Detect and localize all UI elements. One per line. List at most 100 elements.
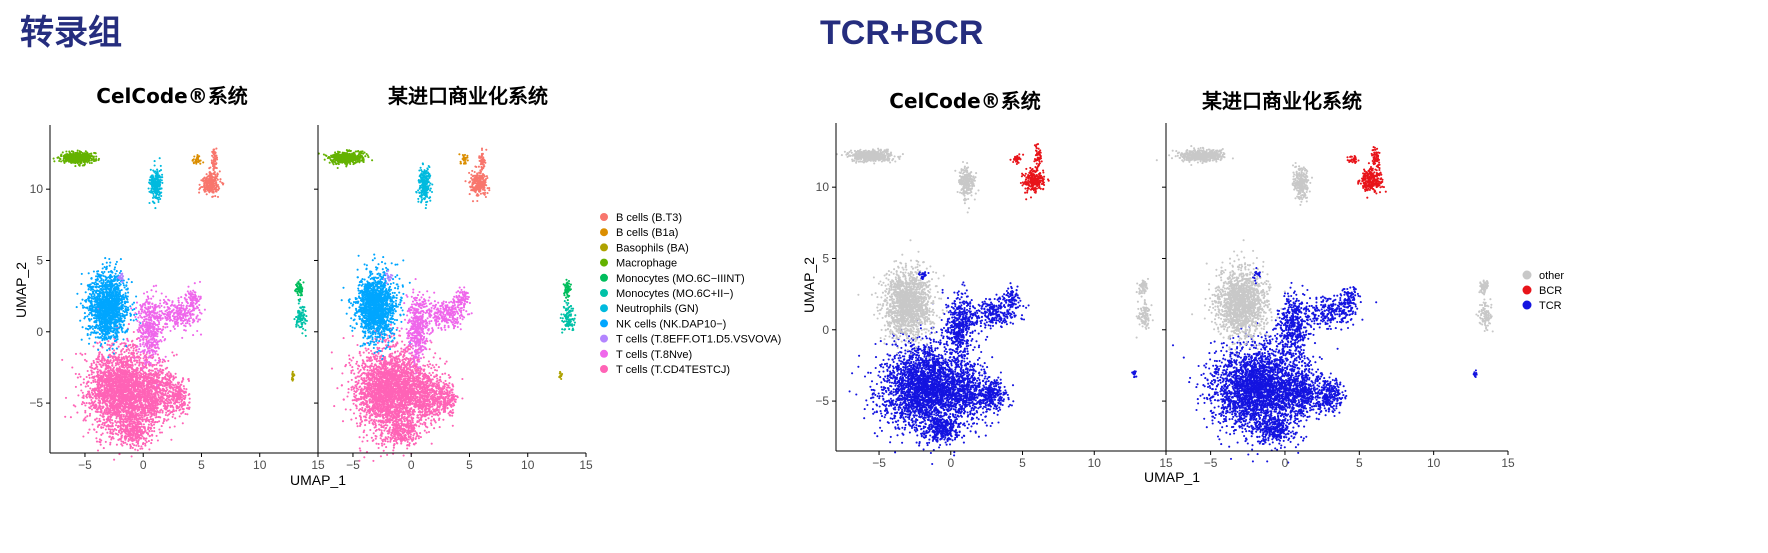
data-point: [136, 362, 138, 364]
data-point: [167, 360, 169, 362]
data-point: [134, 344, 136, 346]
data-point: [147, 376, 149, 378]
data-point: [88, 429, 90, 431]
data-point: [93, 406, 95, 408]
data-point: [145, 375, 147, 377]
data-point: [132, 447, 134, 449]
data-point: [97, 392, 99, 394]
data-point: [84, 359, 86, 361]
data-point: [111, 382, 113, 384]
data-point: [90, 382, 92, 384]
data-point: [109, 410, 111, 412]
data-point: [101, 372, 103, 374]
data-point: [70, 416, 72, 418]
data-point: [93, 376, 95, 378]
data-point: [129, 402, 131, 404]
data-point: [93, 429, 95, 431]
data-point: [182, 422, 184, 424]
data-point: [99, 420, 101, 422]
data-point: [121, 342, 123, 344]
data-point: [113, 437, 115, 439]
data-point: [129, 372, 131, 374]
data-point: [103, 419, 105, 421]
data-point: [84, 353, 86, 355]
data-point: [97, 426, 99, 428]
data-point: [131, 361, 133, 363]
data-point: [109, 411, 111, 413]
scatter-points: [53, 148, 308, 461]
data-point: [102, 358, 104, 360]
data-point: [174, 425, 176, 427]
data-point: [110, 422, 112, 424]
data-point: [92, 393, 94, 395]
data-point: [134, 370, 136, 372]
data-point: [123, 390, 125, 392]
data-point: [129, 382, 131, 384]
data-point: [127, 406, 129, 408]
data-point: [151, 430, 153, 432]
data-point: [107, 340, 109, 342]
data-point: [89, 394, 91, 396]
data-point: [93, 389, 95, 391]
data-point: [119, 376, 121, 378]
data-point: [122, 405, 124, 407]
data-point: [99, 405, 101, 407]
data-point: [141, 402, 143, 404]
data-point: [114, 357, 116, 359]
data-point: [81, 403, 83, 405]
data-point: [96, 417, 98, 419]
data-point: [71, 366, 73, 368]
data-point: [101, 406, 103, 408]
data-point: [109, 396, 111, 398]
data-point: [100, 439, 102, 441]
data-point: [128, 352, 130, 354]
data-point: [103, 424, 105, 426]
data-point: [128, 369, 130, 371]
data-point: [131, 385, 133, 387]
data-point: [97, 361, 99, 363]
data-point: [106, 344, 108, 346]
data-point: [137, 390, 139, 392]
data-point: [96, 372, 98, 374]
figure-canvas: 转录组 TCR+BCR CelCode®系统−5 0 5 10 15−50510某进口商…: [0, 0, 1768, 553]
data-point: [136, 353, 138, 355]
data-point: [138, 377, 140, 379]
data-point: [92, 423, 94, 425]
data-point: [105, 441, 107, 443]
data-point: [88, 390, 90, 392]
data-point: [83, 378, 85, 380]
data-point: [98, 397, 100, 399]
data-point: [101, 384, 103, 386]
data-point: [161, 372, 163, 374]
data-point: [130, 377, 132, 379]
data-point: [154, 398, 156, 400]
data-point: [141, 414, 143, 416]
data-point: [106, 395, 108, 397]
data-point: [120, 361, 122, 363]
data-point: [156, 435, 158, 437]
data-point: [115, 377, 117, 379]
data-point: [121, 385, 123, 387]
data-point: [100, 444, 102, 446]
data-point: [116, 385, 118, 387]
data-point: [136, 420, 138, 422]
data-point: [91, 363, 93, 365]
data-point: [118, 380, 120, 382]
data-point: [138, 397, 140, 399]
data-point: [115, 372, 117, 374]
data-point: [124, 408, 126, 410]
data-point: [103, 364, 105, 366]
data-point: [156, 368, 158, 370]
data-point: [117, 395, 119, 397]
data-point: [120, 421, 122, 423]
data-point: [84, 404, 86, 406]
data-point: [106, 392, 108, 394]
data-point: [107, 360, 109, 362]
data-point: [92, 345, 94, 347]
data-point: [138, 407, 140, 409]
data-point: [109, 405, 111, 407]
data-point: [85, 386, 87, 388]
data-point: [131, 368, 133, 370]
data-point: [90, 367, 92, 369]
data-point: [61, 359, 63, 361]
